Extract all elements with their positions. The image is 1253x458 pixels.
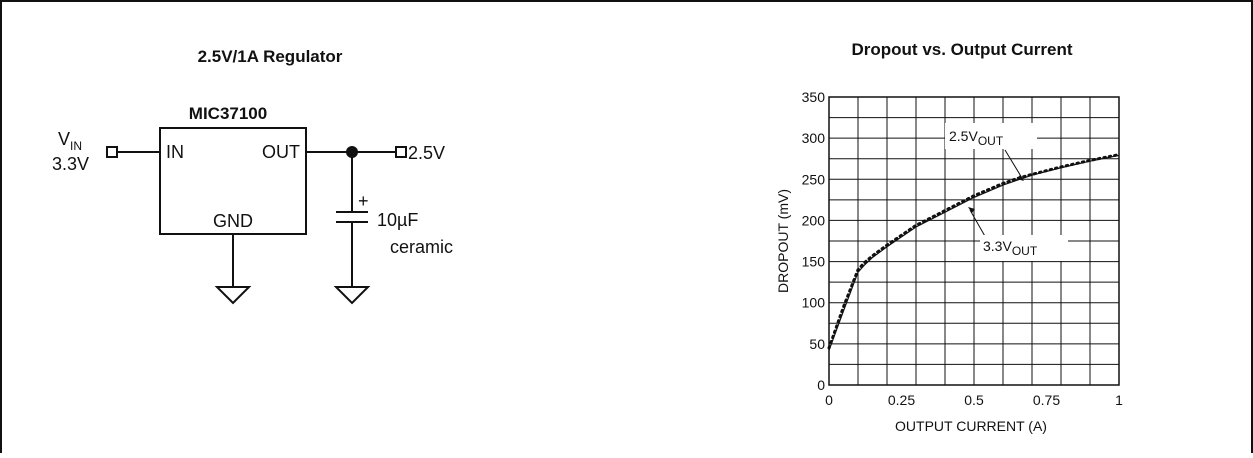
pin-out-label: OUT [262, 142, 300, 162]
series-line-0 [827, 153, 1121, 350]
chart: Dropout vs. Output Current 0 0.25 0.5 0.75 1… [775, 40, 1123, 434]
vin-terminal-icon [106, 146, 118, 158]
capacitor-polarity: + [358, 191, 369, 211]
vin-value: 3.3V [52, 154, 89, 174]
y-tick-label: 200 [802, 212, 826, 228]
y-tick-label: 250 [802, 171, 826, 187]
y-tick-label: 100 [802, 295, 826, 311]
chart-series [827, 153, 1121, 351]
vout-value: 2.5V [408, 143, 445, 163]
x-tick-label: 0.25 [888, 392, 915, 408]
vin-label: VIN [58, 129, 82, 153]
schematic: 2.5V/1A Regulator MIC37100 IN OUT GND VI… [52, 47, 453, 305]
capacitor-ground-icon [333, 286, 371, 305]
plot-area-border [828, 96, 1120, 386]
callout-line-3v3 [969, 209, 987, 239]
schematic-title: 2.5V/1A Regulator [198, 47, 343, 66]
x-axis-label: OUTPUT CURRENT (A) [895, 418, 1047, 434]
y-tick-label: 300 [802, 130, 826, 146]
y-axis-label: DROPOUT (mV) [775, 189, 791, 293]
x-tick-label: 0.5 [964, 392, 984, 408]
y-tick-label: 50 [809, 336, 825, 352]
callout-arrow-2v5-icon [1017, 175, 1024, 181]
y-tick-label: 350 [802, 89, 826, 105]
chip-name: MIC37100 [189, 104, 267, 123]
capacitor-value: 10µF [377, 210, 418, 230]
vout-terminal-icon [395, 146, 407, 158]
x-tick-label: 0.75 [1033, 392, 1060, 408]
callout-arrow-3v3-icon [968, 207, 975, 213]
x-tick-label: 0 [825, 392, 833, 408]
chart-title: Dropout vs. Output Current [852, 40, 1073, 59]
pin-gnd-label: GND [213, 211, 253, 231]
y-tick-label: 0 [817, 377, 825, 393]
y-tick-label: 150 [802, 254, 826, 270]
x-tick-label: 1 [1115, 392, 1123, 408]
series-line-1 [828, 154, 1120, 351]
series-label-box-3v3 [980, 235, 1068, 261]
capacitor-type: ceramic [390, 237, 453, 257]
ground-icon [214, 286, 252, 305]
series-label-3v3: 3.3VOUT [983, 238, 1038, 258]
series-label-box-2v5 [945, 123, 1037, 149]
chart-ticks: 0 0.25 0.5 0.75 1 0 50 100 150 200 250 300 350 [802, 89, 1123, 408]
pin-in-label: IN [166, 142, 184, 162]
callout-line-2v5 [1004, 149, 1023, 179]
series-label-2v5: 2.5VOUT [949, 128, 1004, 148]
